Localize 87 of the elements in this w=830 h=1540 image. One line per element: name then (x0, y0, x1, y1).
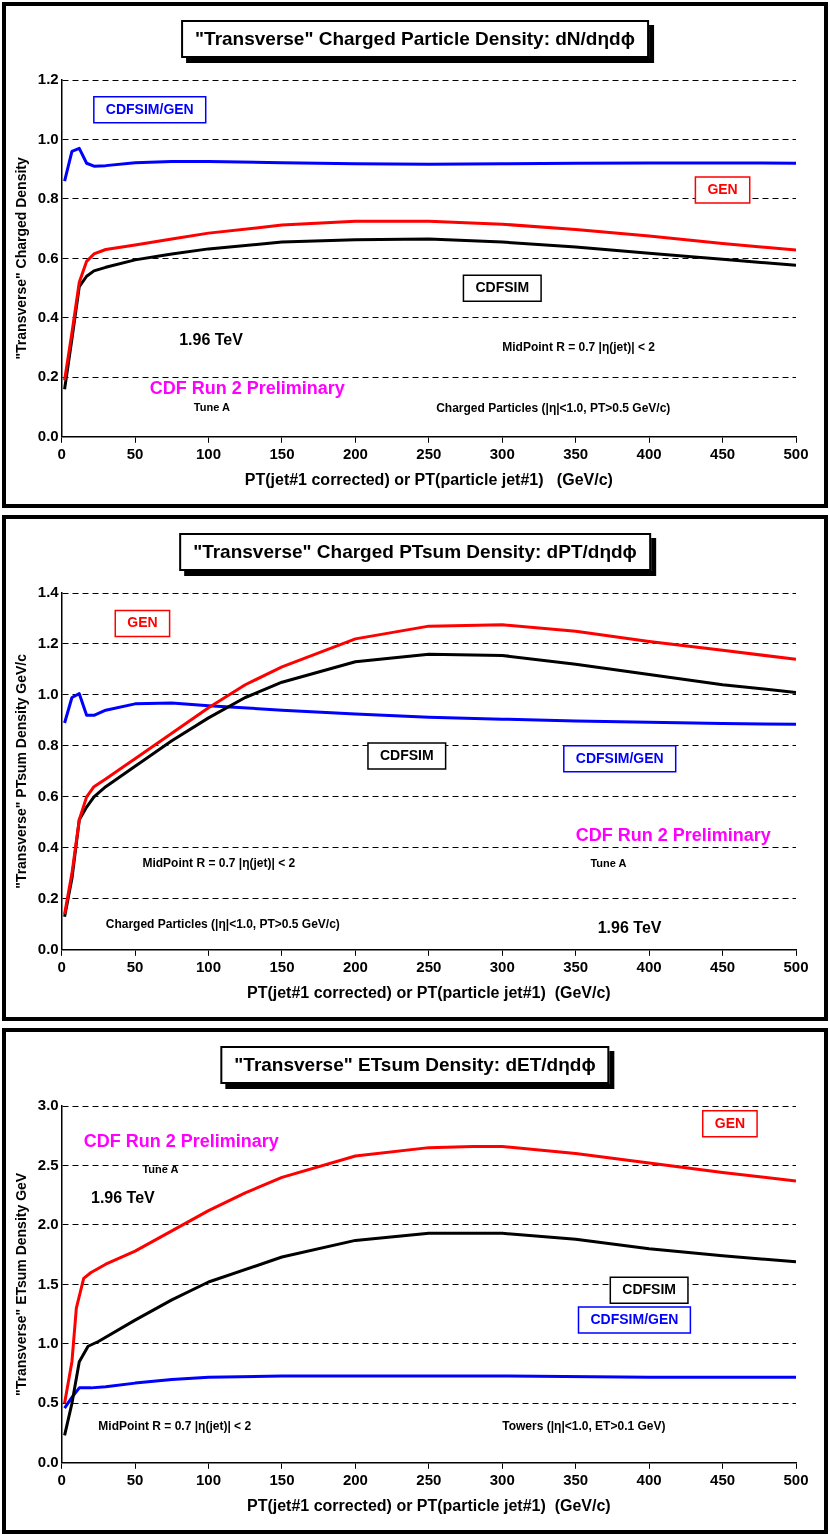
x-tick-label: 250 (416, 957, 442, 975)
x-tick-label: 250 (416, 1470, 442, 1488)
text: CDFSIM/GEN (105, 100, 194, 117)
y-tick-label: 2.0 (37, 1215, 59, 1233)
x-tick-label: 100 (196, 957, 222, 975)
y-tick-label: 3.0 (37, 1096, 59, 1114)
y-tick-label: 1.2 (37, 634, 59, 652)
x-tick-label: 100 (196, 1470, 222, 1488)
text: CDFSIM (622, 1281, 676, 1298)
x-tick-label: 150 (269, 444, 295, 462)
annotation: MidPoint R = 0.7 |η(jet)| < 2 (98, 1419, 252, 1434)
x-tick-label: 200 (342, 1470, 368, 1488)
annotation: Tune A (590, 857, 627, 870)
x-tick-label: 300 (489, 1470, 515, 1488)
x-tick-label: 300 (489, 444, 515, 462)
annotation: MidPoint R = 0.7 |η(jet)| < 2 (502, 339, 656, 354)
x-tick-label: 200 (342, 957, 368, 975)
x-tick-label: 0 (57, 1470, 66, 1488)
text: CDFSIM (475, 278, 530, 295)
x-tick-label: 50 (126, 444, 144, 462)
y-tick-label: 1.2 (37, 70, 59, 88)
x-tick-label: 500 (783, 444, 809, 462)
text: GEN (127, 614, 158, 631)
text: GEN (707, 180, 738, 197)
annotation: 1.96 TeV (91, 1189, 156, 1207)
x-tick-label: 400 (636, 1470, 662, 1488)
x-tick-label: 100 (196, 444, 222, 462)
x-tick-label: 450 (710, 957, 736, 975)
y-axis-title: "Transverse" Charged Density (13, 157, 30, 360)
text: GEN (714, 1114, 746, 1131)
y-tick-label: 0.8 (37, 736, 59, 754)
x-tick-label: 250 (416, 444, 442, 462)
x-tick-label: 150 (269, 1470, 295, 1488)
annotation: CDF Run 2 Preliminary (149, 377, 345, 398)
y-tick-label: 0.0 (37, 939, 59, 957)
y-tick-label: 0.8 (37, 189, 59, 207)
x-tick-label: 50 (126, 957, 144, 975)
x-tick-label: 400 (636, 444, 662, 462)
y-tick-label: 1.5 (37, 1274, 59, 1292)
x-tick-label: 0 (57, 957, 66, 975)
annotation: CDF Run 2 Preliminary (83, 1130, 279, 1151)
annotation: 1.96 TeV (179, 330, 244, 348)
annotation: MidPoint R = 0.7 |η(jet)| < 2 (142, 856, 296, 871)
annotation: 1.96 TeV (597, 918, 662, 936)
x-tick-label: 400 (636, 957, 662, 975)
y-tick-label: 0.0 (37, 426, 59, 444)
annotation: Charged Particles (|η|<1.0, PT>0.5 GeV/c) (105, 917, 340, 932)
text: CDFSIM/GEN (590, 1310, 679, 1327)
y-tick-label: 0.6 (37, 787, 59, 805)
x-tick-label: 200 (342, 444, 368, 462)
x-tick-label: 0 (57, 444, 66, 462)
y-tick-label: 0.2 (37, 888, 59, 906)
y-tick-label: 0.5 (37, 1393, 59, 1411)
y-tick-label: 0.6 (37, 248, 59, 266)
y-tick-label: 1.0 (37, 129, 59, 147)
y-tick-label: 0.4 (37, 838, 60, 855)
x-tick-label: 450 (710, 1470, 736, 1488)
chart-title: "Transverse" ETsum Density: dET/dηdϕ (220, 1046, 610, 1084)
y-tick-label: 0.0 (37, 1452, 59, 1470)
x-tick-label: 500 (783, 1470, 809, 1488)
x-axis-title: PT(jet#1 corrected) or PT(particle jet#1) (GeV/c) (246, 1496, 611, 1514)
x-tick-label: 350 (563, 957, 589, 975)
chart-title: "Transverse" Charged Particle Density: dN/dηdϕ (181, 20, 649, 58)
y-tick-label: 1.4 (37, 583, 60, 601)
y-tick-label: 0.2 (37, 367, 59, 385)
y-tick-label: 2.5 (37, 1155, 59, 1173)
x-tick-label: 450 (710, 444, 736, 462)
annotation: Tune A (193, 401, 230, 414)
x-tick-label: 150 (269, 957, 295, 975)
text: CDFSIM (379, 746, 434, 763)
annotation: Charged Particles (|η|<1.0, PT>0.5 GeV/c) (436, 400, 671, 415)
y-tick-label: 1.0 (37, 685, 59, 703)
x-tick-label: 300 (489, 957, 515, 975)
x-tick-label: 350 (563, 1470, 589, 1488)
y-axis-title: "Transverse" ETsum Density GeV (13, 1172, 30, 1396)
annotation: Towers (|η|<1.0, ET>0.1 GeV) (502, 1419, 666, 1434)
series-label: CDFSIM/GEN (575, 749, 664, 766)
x-tick-label: 350 (563, 444, 589, 462)
y-axis-title: "Transverse" PTsum Density GeV/c (13, 653, 30, 889)
x-tick-label: 500 (783, 957, 809, 975)
annotation: CDF Run 2 Preliminary (575, 824, 771, 845)
x-axis-title: PT(jet#1 corrected) or PT(particle jet#1) (GeV/c) (244, 470, 613, 488)
y-tick-label: 1.0 (37, 1334, 59, 1352)
x-tick-label: 50 (126, 1470, 144, 1488)
x-axis-title: PT(jet#1 corrected) or PT(particle jet#1) (GeV/c) (246, 983, 611, 1001)
y-tick-label: 0.4 (37, 308, 60, 326)
chart-title: "Transverse" Charged PTsum Density: dPT/dηdϕ (179, 533, 651, 571)
